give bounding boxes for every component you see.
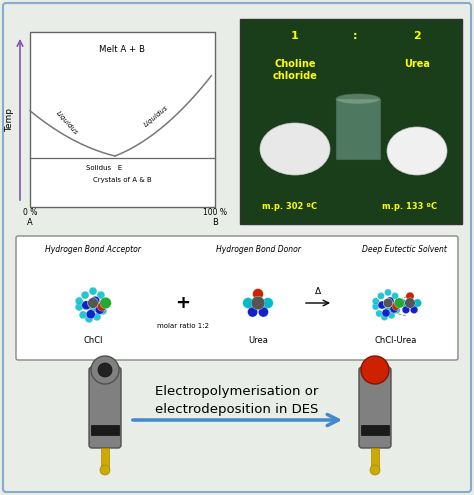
Text: Melt A + B: Melt A + B — [100, 45, 146, 54]
Text: Liquidus: Liquidus — [55, 110, 79, 136]
Circle shape — [258, 307, 268, 317]
Text: A: A — [27, 218, 33, 227]
Circle shape — [399, 299, 407, 307]
Text: Liquidus: Liquidus — [143, 104, 169, 128]
Circle shape — [393, 306, 401, 313]
Text: Choline
chloride: Choline chloride — [273, 59, 318, 81]
Text: Δ: Δ — [315, 287, 321, 296]
Circle shape — [91, 296, 100, 305]
Circle shape — [410, 306, 418, 314]
Circle shape — [75, 297, 83, 305]
Text: ChCl: ChCl — [83, 336, 103, 345]
Circle shape — [95, 305, 104, 314]
Circle shape — [390, 305, 398, 313]
Text: Urea: Urea — [248, 336, 268, 345]
Circle shape — [378, 301, 386, 309]
Circle shape — [402, 306, 410, 314]
Circle shape — [88, 297, 99, 308]
Circle shape — [75, 303, 83, 311]
Text: Electropolymerisation or
electrodeposition in DES: Electropolymerisation or electrodepositi… — [155, 385, 319, 415]
Text: molar ratio 1:2: molar ratio 1:2 — [157, 323, 209, 329]
Text: Urea: Urea — [404, 59, 430, 69]
Bar — [240, 19, 462, 224]
Text: m.p. 302 ºC: m.p. 302 ºC — [263, 202, 318, 211]
Circle shape — [413, 299, 421, 307]
Circle shape — [377, 293, 384, 299]
Circle shape — [392, 293, 399, 299]
Circle shape — [93, 313, 101, 321]
Circle shape — [384, 305, 392, 312]
Circle shape — [392, 302, 400, 310]
Circle shape — [394, 298, 404, 308]
Circle shape — [388, 312, 395, 319]
Circle shape — [253, 289, 264, 299]
Bar — [371, 448, 379, 470]
Circle shape — [98, 302, 107, 311]
Circle shape — [81, 291, 89, 299]
Text: Solidus   E: Solidus E — [86, 165, 122, 171]
Circle shape — [82, 301, 91, 310]
Circle shape — [100, 297, 111, 309]
Text: ChCl-Urea: ChCl-Urea — [375, 336, 417, 345]
Bar — [336, 99, 380, 159]
Circle shape — [263, 297, 273, 308]
Circle shape — [384, 289, 392, 296]
Circle shape — [89, 287, 97, 295]
Circle shape — [101, 299, 109, 307]
Circle shape — [99, 307, 107, 315]
Ellipse shape — [387, 127, 447, 175]
Circle shape — [86, 310, 95, 319]
Circle shape — [251, 296, 265, 310]
FancyBboxPatch shape — [16, 236, 458, 360]
Circle shape — [370, 465, 380, 475]
Circle shape — [361, 356, 389, 384]
Text: Temp: Temp — [6, 107, 15, 132]
Text: B: B — [212, 218, 218, 227]
Circle shape — [372, 297, 379, 305]
Circle shape — [100, 465, 110, 475]
FancyBboxPatch shape — [359, 367, 391, 448]
Text: m.p. 133 ºC: m.p. 133 ºC — [383, 202, 438, 211]
Circle shape — [386, 297, 394, 305]
Circle shape — [91, 356, 119, 384]
Text: 100 %: 100 % — [203, 208, 227, 217]
Circle shape — [382, 309, 390, 317]
Ellipse shape — [336, 94, 380, 104]
FancyBboxPatch shape — [3, 3, 471, 492]
Circle shape — [98, 363, 112, 377]
Circle shape — [247, 307, 258, 317]
Circle shape — [89, 305, 97, 313]
Text: :: : — [353, 31, 357, 41]
Text: Crystals of A & B: Crystals of A & B — [93, 177, 152, 183]
Circle shape — [395, 299, 402, 306]
Circle shape — [383, 298, 393, 308]
Text: Deep Eutectic Solvent: Deep Eutectic Solvent — [362, 245, 447, 254]
Circle shape — [85, 315, 93, 323]
Text: Hydrogen Bond Acceptor: Hydrogen Bond Acceptor — [45, 245, 141, 254]
Circle shape — [376, 310, 383, 317]
Circle shape — [405, 298, 415, 308]
Circle shape — [243, 297, 254, 308]
FancyBboxPatch shape — [89, 367, 121, 448]
Ellipse shape — [260, 123, 330, 175]
Text: +: + — [175, 294, 191, 312]
Circle shape — [79, 311, 87, 319]
Text: 1: 1 — [291, 31, 299, 41]
Circle shape — [381, 313, 388, 321]
Bar — [30, 32, 215, 207]
Circle shape — [97, 291, 105, 299]
Text: 0 %: 0 % — [23, 208, 37, 217]
Circle shape — [406, 292, 414, 300]
Bar — [91, 425, 119, 435]
Circle shape — [372, 303, 379, 310]
Text: 2: 2 — [413, 31, 421, 41]
Bar — [101, 448, 109, 470]
Text: Hydrogen Bond Donor: Hydrogen Bond Donor — [216, 245, 301, 254]
Bar — [361, 425, 389, 435]
